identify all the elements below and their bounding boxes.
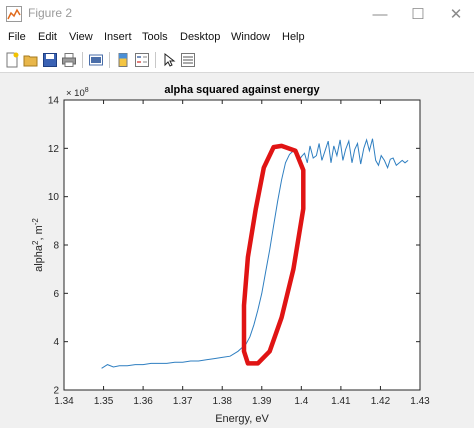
y-tick-label: 6 xyxy=(53,289,59,300)
x-axis-label: Energy, eV xyxy=(215,413,269,425)
x-tick-label: 1.4 xyxy=(294,396,308,407)
y-tick-labels: 2 4 6 8 10 12 14 xyxy=(48,96,60,397)
x-tick-label: 1.38 xyxy=(212,396,232,407)
y-tick-label: 12 xyxy=(48,144,60,155)
menu-tools[interactable]: Tools xyxy=(142,31,168,43)
close-button[interactable]: ✕ xyxy=(449,6,463,23)
insert-colorbar-icon[interactable] xyxy=(115,52,131,68)
figure-canvas: 1.34 1.35 1.36 1.37 1.38 1.39 1.4 1.41 1.42 1.43 … xyxy=(31,84,430,425)
maximize-button[interactable]: ☐ xyxy=(411,6,425,23)
x-tick-label: 1.42 xyxy=(371,396,391,407)
insert-legend-icon[interactable] xyxy=(134,52,150,68)
y-tick-label: 14 xyxy=(48,96,60,107)
toolbar-separator xyxy=(82,52,83,68)
x-tick-label: 1.35 xyxy=(94,396,114,407)
y-tick-label: 2 xyxy=(53,386,59,397)
x-tick-label: 1.36 xyxy=(133,396,153,407)
menu-view[interactable]: View xyxy=(69,31,93,43)
menu-desktop[interactable]: Desktop xyxy=(180,31,221,43)
link-plot-icon[interactable] xyxy=(88,52,104,68)
menu-edit[interactable]: Edit xyxy=(38,31,57,43)
figure-toolbar xyxy=(0,48,474,73)
axis-ticks xyxy=(63,99,421,391)
save-icon[interactable] xyxy=(42,52,58,68)
x-tick-label: 1.43 xyxy=(410,396,430,407)
y-tick-label: 10 xyxy=(48,192,60,203)
y-axis-label: alpha2, m-2 xyxy=(31,218,45,272)
x-tick-label: 1.41 xyxy=(331,396,351,407)
toolbar-separator xyxy=(109,52,110,68)
window-title: Figure 2 xyxy=(28,6,73,20)
print-icon[interactable] xyxy=(61,52,77,68)
y-tick-label: 4 xyxy=(53,337,59,348)
menu-bar: File Edit View Insert Tools Desktop Wind… xyxy=(0,28,474,48)
new-figure-icon[interactable] xyxy=(4,52,20,68)
edit-plot-icon[interactable] xyxy=(161,52,177,68)
chart-title: alpha squared against energy xyxy=(164,84,320,96)
menu-file[interactable]: File xyxy=(8,31,26,43)
menu-window[interactable]: Window xyxy=(231,31,271,43)
annotation-loop xyxy=(241,143,306,366)
toolbar-separator xyxy=(155,52,156,68)
window-titlebar: Figure 2 — ☐ ✕ xyxy=(0,0,474,28)
menu-insert[interactable]: Insert xyxy=(104,31,132,43)
open-file-icon[interactable] xyxy=(23,52,39,68)
x-tick-labels: 1.34 1.35 1.36 1.37 1.38 1.39 1.4 1.41 1.42 1.43 xyxy=(54,396,430,407)
y-tick-label: 8 xyxy=(53,241,59,252)
x-tick-label: 1.34 xyxy=(54,396,74,407)
property-inspector-icon[interactable] xyxy=(180,52,196,68)
x-tick-label: 1.39 xyxy=(252,396,272,407)
matlab-figure-icon xyxy=(6,6,22,22)
x-tick-label: 1.37 xyxy=(173,396,193,407)
series-line xyxy=(101,138,409,369)
minimize-button[interactable]: — xyxy=(372,5,388,23)
y-multiplier: × 108 xyxy=(66,87,89,99)
menu-help[interactable]: Help xyxy=(282,31,305,43)
